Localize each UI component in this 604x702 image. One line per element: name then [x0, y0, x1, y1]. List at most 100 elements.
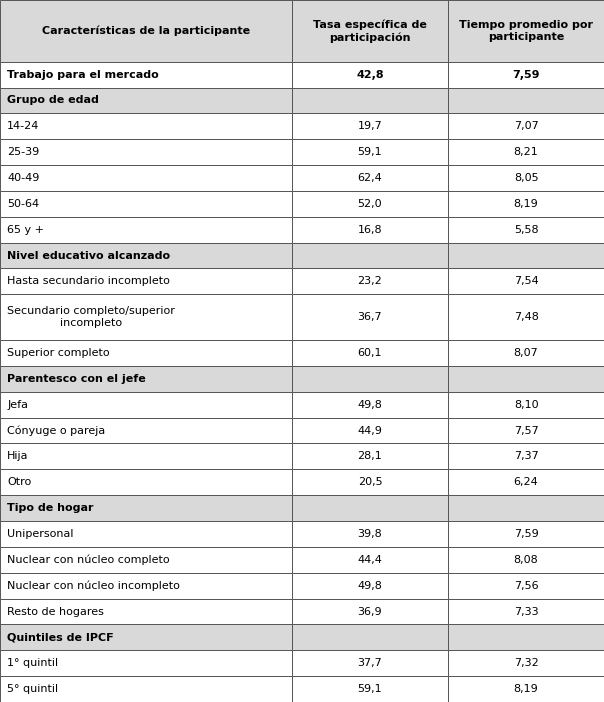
- Text: 8,08: 8,08: [514, 555, 538, 565]
- Text: 52,0: 52,0: [358, 199, 382, 208]
- Bar: [292, 625, 448, 650]
- Bar: [292, 139, 448, 165]
- Text: 8,07: 8,07: [514, 348, 538, 358]
- Bar: [292, 650, 448, 676]
- Text: 39,8: 39,8: [358, 529, 382, 539]
- Bar: [0, 340, 292, 366]
- Text: 8,10: 8,10: [514, 399, 538, 410]
- Text: 5° quintil: 5° quintil: [7, 684, 59, 694]
- Text: Características de la participante: Características de la participante: [42, 25, 250, 36]
- Bar: [448, 650, 604, 676]
- Text: 8,21: 8,21: [514, 147, 538, 157]
- Bar: [0, 418, 292, 444]
- Text: 36,9: 36,9: [358, 607, 382, 616]
- Bar: [0, 470, 292, 495]
- Text: Hasta secundario incompleto: Hasta secundario incompleto: [7, 277, 170, 286]
- Bar: [448, 625, 604, 650]
- Bar: [448, 392, 604, 418]
- Text: 42,8: 42,8: [356, 69, 384, 79]
- Bar: [292, 547, 448, 573]
- Bar: [448, 599, 604, 625]
- Bar: [0, 599, 292, 625]
- Text: 7,33: 7,33: [514, 607, 538, 616]
- Bar: [0, 495, 292, 521]
- Text: 8,19: 8,19: [514, 199, 538, 208]
- Text: Superior completo: Superior completo: [7, 348, 110, 358]
- Bar: [0, 0, 292, 62]
- Text: 7,56: 7,56: [514, 581, 538, 590]
- Bar: [448, 495, 604, 521]
- Bar: [292, 88, 448, 113]
- Text: Trabajo para el mercado: Trabajo para el mercado: [7, 69, 159, 79]
- Bar: [0, 676, 292, 702]
- Text: Nivel educativo alcanzado: Nivel educativo alcanzado: [7, 251, 170, 260]
- Bar: [0, 573, 292, 599]
- Bar: [0, 243, 292, 268]
- Text: Grupo de edad: Grupo de edad: [7, 95, 99, 105]
- Text: 28,1: 28,1: [358, 451, 382, 461]
- Bar: [448, 113, 604, 139]
- Text: 7,48: 7,48: [513, 312, 539, 322]
- Bar: [448, 88, 604, 113]
- Bar: [448, 139, 604, 165]
- Text: 36,7: 36,7: [358, 312, 382, 322]
- Bar: [448, 294, 604, 340]
- Bar: [448, 191, 604, 217]
- Bar: [0, 165, 292, 191]
- Text: 59,1: 59,1: [358, 147, 382, 157]
- Text: 25-39: 25-39: [7, 147, 39, 157]
- Text: 23,2: 23,2: [358, 277, 382, 286]
- Bar: [292, 217, 448, 243]
- Bar: [448, 676, 604, 702]
- Bar: [448, 444, 604, 470]
- Text: Resto de hogares: Resto de hogares: [7, 607, 104, 616]
- Bar: [292, 392, 448, 418]
- Bar: [448, 0, 604, 62]
- Text: 8,19: 8,19: [514, 684, 538, 694]
- Bar: [292, 495, 448, 521]
- Bar: [448, 366, 604, 392]
- Text: Secundario completo/superior
incompleto: Secundario completo/superior incompleto: [7, 306, 175, 329]
- Text: 40-49: 40-49: [7, 173, 40, 183]
- Bar: [0, 366, 292, 392]
- Bar: [292, 521, 448, 547]
- Bar: [292, 0, 448, 62]
- Text: 44,9: 44,9: [358, 425, 382, 435]
- Bar: [0, 444, 292, 470]
- Bar: [0, 217, 292, 243]
- Text: Jefa: Jefa: [7, 399, 28, 410]
- Bar: [448, 340, 604, 366]
- Bar: [448, 573, 604, 599]
- Bar: [0, 268, 292, 294]
- Bar: [292, 418, 448, 444]
- Bar: [292, 191, 448, 217]
- Bar: [292, 573, 448, 599]
- Text: Tasa específica de
participación: Tasa específica de participación: [313, 19, 427, 43]
- Bar: [292, 165, 448, 191]
- Bar: [292, 62, 448, 88]
- Text: 1° quintil: 1° quintil: [7, 658, 59, 668]
- Bar: [448, 521, 604, 547]
- Text: Tipo de hogar: Tipo de hogar: [7, 503, 94, 513]
- Text: Quintiles de IPCF: Quintiles de IPCF: [7, 633, 114, 642]
- Bar: [448, 62, 604, 88]
- Bar: [0, 521, 292, 547]
- Bar: [0, 62, 292, 88]
- Bar: [448, 217, 604, 243]
- Text: Otro: Otro: [7, 477, 31, 487]
- Text: 20,5: 20,5: [358, 477, 382, 487]
- Bar: [0, 88, 292, 113]
- Text: 5,58: 5,58: [514, 225, 538, 234]
- Bar: [292, 113, 448, 139]
- Bar: [292, 676, 448, 702]
- Bar: [0, 650, 292, 676]
- Text: 14-24: 14-24: [7, 121, 40, 131]
- Text: 50-64: 50-64: [7, 199, 39, 208]
- Bar: [292, 340, 448, 366]
- Text: 65 y +: 65 y +: [7, 225, 44, 234]
- Bar: [448, 243, 604, 268]
- Text: Cónyuge o pareja: Cónyuge o pareja: [7, 425, 106, 436]
- Bar: [292, 599, 448, 625]
- Text: 7,59: 7,59: [514, 529, 538, 539]
- Text: 7,59: 7,59: [512, 69, 540, 79]
